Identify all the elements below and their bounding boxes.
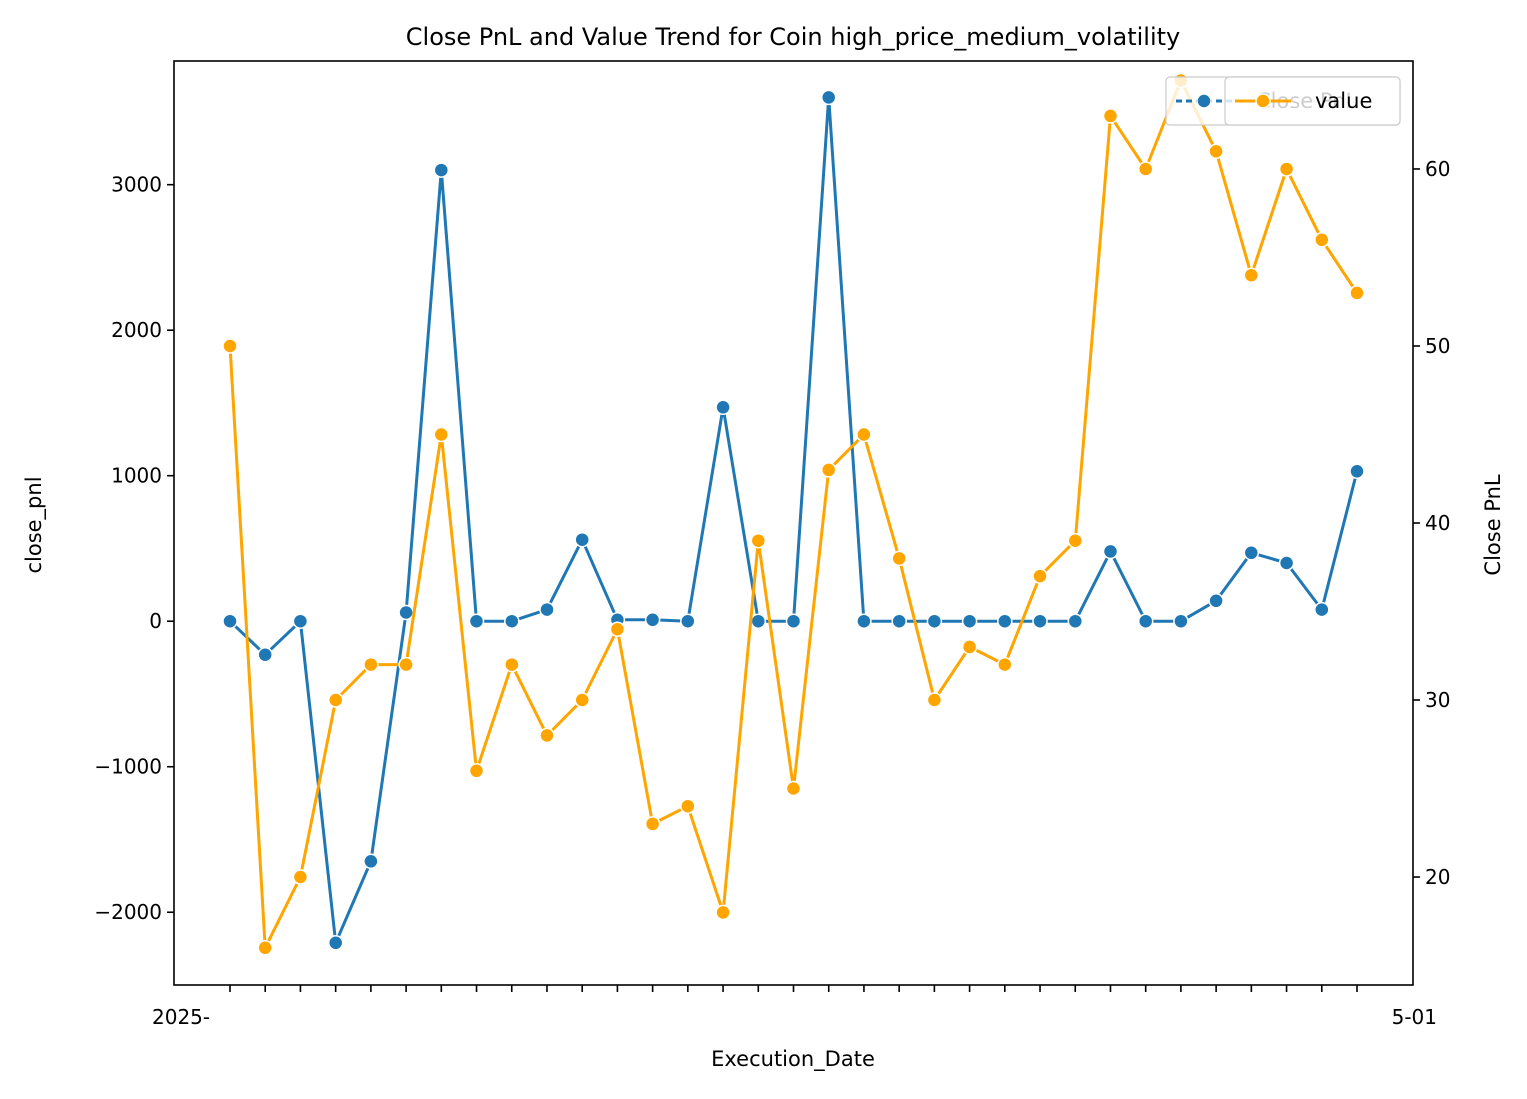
y-axis-right-label: Close PnL xyxy=(1481,474,1505,575)
series-1-point xyxy=(680,798,696,814)
y-right-tick-label: 30 xyxy=(1425,688,1450,712)
series-1-point xyxy=(539,727,555,744)
series-1-point xyxy=(1243,267,1260,283)
series-1-point xyxy=(257,940,273,956)
series-0-point xyxy=(926,613,943,629)
x-tick-label: 5-01 xyxy=(1392,1005,1437,1029)
y-axis-left-label: close_pnl xyxy=(22,476,47,573)
series-1-point xyxy=(1349,285,1365,301)
legend-swatch-marker xyxy=(1255,93,1271,109)
series-1-point xyxy=(1314,232,1330,248)
series-1-point xyxy=(750,532,767,549)
y-left-tick-label: 1000 xyxy=(111,464,162,488)
legend-swatch-marker xyxy=(1196,93,1212,109)
series-0-point xyxy=(1349,463,1365,480)
series-1-point xyxy=(856,426,872,443)
series-1-point xyxy=(1032,568,1048,584)
series-0-point xyxy=(1208,593,1224,609)
series-1-point xyxy=(715,904,731,921)
y-left-tick-label: 2000 xyxy=(111,318,162,342)
plot-area xyxy=(174,61,1413,985)
series-1-point xyxy=(468,763,485,779)
x-tick-label: 2025- xyxy=(152,1005,210,1029)
series-0-point xyxy=(1173,613,1189,629)
y-right-tick-label: 50 xyxy=(1425,334,1450,358)
series-0-point xyxy=(539,601,555,618)
legend-box-right-axis xyxy=(1224,76,1401,126)
series-0-point xyxy=(680,613,696,629)
series-1-point xyxy=(292,869,309,885)
series-1-point xyxy=(785,780,802,797)
series-0-point xyxy=(504,613,520,629)
series-1-point xyxy=(926,692,943,708)
y-right-tick-label: 20 xyxy=(1425,865,1450,889)
series-1-point xyxy=(891,550,907,567)
series-0-point xyxy=(961,613,978,629)
series-0-point xyxy=(292,613,309,629)
series-0-point xyxy=(1067,613,1084,629)
series-0-point xyxy=(1314,601,1330,618)
series-1-point xyxy=(504,656,520,673)
x-axis-label: Execution_Date xyxy=(711,1047,875,1072)
series-1-point xyxy=(327,692,344,708)
series-1-point xyxy=(997,656,1013,673)
series-0-group xyxy=(222,89,1365,951)
series-0-point xyxy=(363,853,379,870)
series-0-point xyxy=(750,613,767,629)
series-0-point xyxy=(468,613,485,629)
y-left-tick-label: −1000 xyxy=(94,755,162,779)
series-1-point xyxy=(1208,143,1224,160)
series-1-point xyxy=(222,338,238,354)
series-1-point xyxy=(398,656,414,673)
text-layer: Close PnL and Value Trend for Coin high_… xyxy=(22,23,1505,1072)
series-1-point xyxy=(644,816,661,832)
series-0-point xyxy=(1102,543,1119,560)
y-left-tick-label: 0 xyxy=(149,609,162,633)
series-1-point xyxy=(609,621,626,637)
series-1-point xyxy=(1278,161,1295,177)
series-0-point xyxy=(222,613,238,629)
series-0-point xyxy=(257,646,273,663)
plot-background-layer xyxy=(174,61,1413,985)
series-0-point xyxy=(785,613,802,629)
series-0-point xyxy=(856,613,872,629)
chart-title: Close PnL and Value Trend for Coin high_… xyxy=(406,23,1180,51)
series-1-point xyxy=(1067,532,1084,549)
series-0-point xyxy=(327,935,344,951)
series-1-point xyxy=(363,656,379,673)
series-0-point xyxy=(1032,613,1048,629)
series-0-point xyxy=(997,613,1013,629)
series-1-point xyxy=(433,426,450,443)
series-0-point xyxy=(715,399,731,416)
series-1-point xyxy=(1137,161,1154,177)
series-1-point xyxy=(574,692,590,708)
legend-label: value xyxy=(1315,89,1372,113)
axes-layer: −2000 −1000 0 1000 2000 3000 20 30 40 50 60 2025- 5-… xyxy=(94,60,1450,1029)
series-0-point xyxy=(1243,545,1260,561)
series-0-point xyxy=(574,531,590,548)
series-0-point xyxy=(891,613,907,629)
y-right-tick-label: 40 xyxy=(1425,511,1450,535)
series-0-point xyxy=(1137,613,1154,629)
series-0-point xyxy=(820,89,837,106)
series-layer xyxy=(222,72,1365,956)
series-0-point xyxy=(644,612,661,628)
series-1-point xyxy=(820,462,837,478)
y-left-tick-label: 3000 xyxy=(111,173,162,197)
series-0-point xyxy=(433,162,450,178)
series-1-point xyxy=(1102,108,1119,124)
series-0-point xyxy=(398,604,414,621)
series-0-point xyxy=(1278,555,1295,571)
series-1-group xyxy=(222,72,1365,956)
y-right-tick-label: 60 xyxy=(1425,157,1450,181)
series-1-point xyxy=(961,639,978,655)
y-left-tick-label: −2000 xyxy=(94,900,162,924)
